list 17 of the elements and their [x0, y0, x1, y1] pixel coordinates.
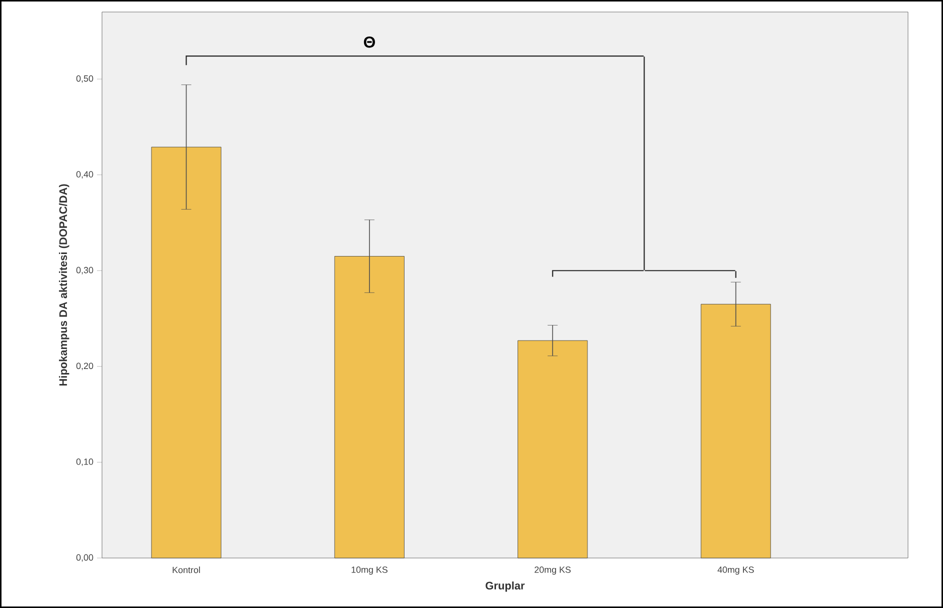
- y-tick-label: 0,30: [76, 266, 94, 274]
- y-tick-label: 0,40: [76, 171, 94, 179]
- y-tick-label: 0,20: [76, 362, 94, 370]
- bar: [151, 146, 222, 558]
- x-tick-label: 20mg KS: [534, 566, 571, 575]
- x-tick-label: 10mg KS: [352, 566, 388, 575]
- annotation: Θ: [364, 36, 375, 48]
- y-axis-title: Hipokampus DA aktivitesi (DOPAC/DA): [58, 184, 70, 386]
- x-tick-label: Kontrol: [172, 566, 200, 574]
- x-tick-label: 40mg KS: [718, 566, 754, 575]
- y-tick-label: 0,00: [76, 554, 94, 562]
- bar: [334, 256, 404, 558]
- y-tick-label: 0,50: [76, 75, 94, 83]
- x-axis-title: Gruplar: [486, 581, 525, 592]
- bar: [518, 340, 588, 558]
- bar: [700, 304, 771, 558]
- y-tick-label: 0,10: [76, 458, 94, 466]
